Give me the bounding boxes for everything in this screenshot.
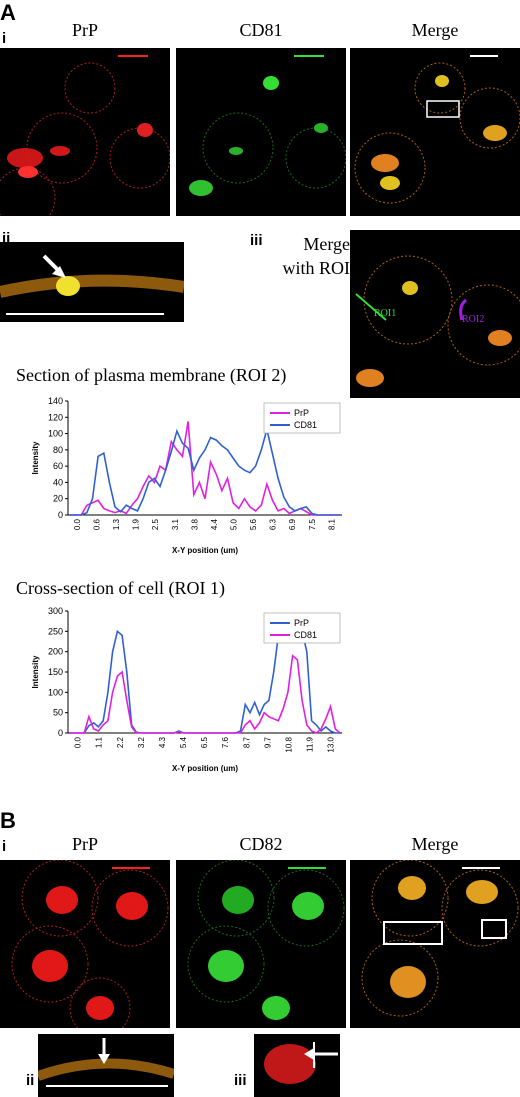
legend-box (263, 612, 341, 644)
series-line-prp (70, 421, 340, 516)
channel-label-b-1: PrP (71, 834, 98, 854)
roi2-label: ROI2 (462, 314, 484, 325)
micrograph-b-prp (0, 860, 170, 1028)
x-tick-label: 1.1 (95, 736, 104, 748)
channel-label-b-3: Merge (411, 834, 459, 854)
channel-label-a-3: Merge (411, 20, 459, 40)
panel-letter-b: B (0, 808, 16, 833)
x-tick-label: 7.6 (221, 736, 230, 748)
sub-label-a-ii: ii (2, 230, 11, 247)
channel-label-a-1: PrP (71, 20, 98, 40)
x-tick-label: 6.5 (200, 736, 209, 748)
chart-roi1: 0 50 100 150 200 250 300 0.0 1.1 2.2 3.2 4.3 5.4 6.5 7… (31, 606, 342, 773)
sub-label-b-ii: ii (26, 1072, 35, 1089)
legend-label: PrP (294, 618, 309, 628)
y-tick-label: 200 (48, 647, 63, 657)
x-tick-label: 3.8 (190, 518, 199, 530)
legend-box (263, 402, 341, 434)
y-tick-label: 0 (58, 728, 63, 738)
roi1-label: ROI1 (374, 308, 396, 319)
x-tick-label: 6.9 (288, 518, 297, 530)
zoom-a-membrane (0, 242, 184, 322)
micrograph-a-merge (350, 48, 520, 216)
x-tick-label: 3.1 (171, 518, 180, 530)
x-tick-label: 4.3 (158, 736, 167, 748)
x-tick-label: 2.2 (116, 736, 125, 748)
micrograph-b-cd82 (176, 860, 346, 1028)
legend-label: CD81 (294, 420, 317, 430)
y-tick-label: 150 (48, 667, 63, 677)
y-tick-label: 20 (53, 494, 63, 504)
micrograph-a-cd81 (176, 48, 346, 216)
chart-2-title: Cross-section of cell (ROI 1) (16, 578, 225, 598)
y-tick-label: 40 (53, 477, 63, 487)
panel-letter-a: A (0, 0, 16, 25)
x-tick-label: 0.0 (74, 736, 83, 748)
sub-label-b-iii: iii (234, 1072, 247, 1089)
sub-label-a-iii: iii (250, 232, 263, 249)
sub-label-a-i: i (2, 30, 7, 47)
x-tick-label: 5.4 (179, 736, 188, 748)
channel-label-b-2: CD82 (239, 834, 283, 854)
series-line-cd81 (70, 654, 341, 734)
y-axis-label: Intensity (31, 655, 40, 688)
x-tick-label: 1.3 (112, 518, 121, 530)
x-tick-label: 2.5 (151, 518, 160, 530)
x-tick-label: 5.6 (249, 518, 258, 530)
micrograph-b-merge (350, 860, 520, 1028)
y-tick-label: 80 (53, 445, 63, 455)
x-tick-label: 11.9 (305, 736, 314, 752)
y-tick-label: 250 (48, 626, 63, 636)
x-tick-label: 8.1 (327, 518, 336, 530)
x-tick-label: 5.0 (229, 518, 238, 530)
x-tick-label: 6.3 (269, 518, 278, 530)
y-axis-label: Intensity (31, 441, 40, 474)
y-tick-label: 50 (53, 708, 63, 718)
channel-label-a-2: CD81 (239, 20, 283, 40)
y-tick-label: 0 (58, 510, 63, 520)
legend-label: PrP (294, 408, 309, 418)
x-tick-label: 4.4 (210, 518, 219, 530)
x-tick-label: 3.2 (137, 736, 146, 748)
zoom-b-cluster (254, 1034, 340, 1097)
y-tick-label: 300 (48, 606, 63, 616)
x-tick-label: 13.0 (327, 736, 336, 752)
y-tick-label: 120 (48, 412, 63, 422)
zoom-b-membrane (38, 1034, 174, 1097)
micrograph-a-merge-roi: ROI1 ROI2 (350, 230, 520, 398)
x-tick-label: 7.5 (308, 518, 317, 530)
micrograph-a-prp (0, 48, 170, 216)
y-tick-label: 60 (53, 461, 63, 471)
x-tick-label: 9.7 (263, 736, 272, 748)
sub-label-b-i: i (2, 838, 7, 855)
y-tick-label: 140 (48, 396, 63, 406)
x-axis-label: X-Y position (um) (172, 546, 238, 555)
chart-roi2: 0 20 40 60 80 100 120 140 0.0 0.6 1.3 1.9 2.5 3.1 3.8 4… (31, 396, 342, 555)
chart-1-title: Section of plasma membrane (ROI 2) (16, 365, 287, 385)
legend-label: CD81 (294, 630, 317, 640)
merge-roi-label: Merge with ROI (282, 234, 351, 278)
x-tick-label: 0.6 (92, 518, 101, 530)
x-axis-label: X-Y position (um) (172, 764, 238, 773)
x-tick-label: 1.9 (132, 518, 141, 530)
series-line-cd81 (70, 428, 340, 516)
x-tick-label: 8.7 (242, 736, 251, 748)
x-tick-label: 10.8 (284, 736, 293, 752)
y-tick-label: 100 (48, 429, 63, 439)
x-tick-label: 0.0 (73, 518, 82, 530)
y-tick-label: 100 (48, 687, 63, 697)
